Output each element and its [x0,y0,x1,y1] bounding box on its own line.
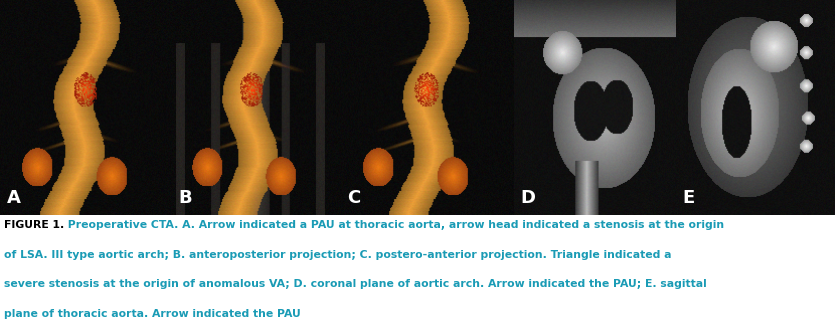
Text: E: E [683,189,695,207]
Text: severe stenosis at the origin of anomalous VA; D. coronal plane of aortic arch. : severe stenosis at the origin of anomalo… [4,279,707,289]
Text: A: A [7,189,21,207]
Text: plane of thoracic aorta. Arrow indicated the PAU: plane of thoracic aorta. Arrow indicated… [4,309,301,318]
Text: Preoperative CTA. A. Arrow indicated a PAU at thoracic aorta, arrow head indicat: Preoperative CTA. A. Arrow indicated a P… [64,220,725,230]
Text: C: C [347,189,360,207]
Text: of LSA. III type aortic arch; B. anteroposterior projection; C. postero-anterior: of LSA. III type aortic arch; B. anterop… [4,250,671,260]
Text: B: B [178,189,191,207]
Text: D: D [520,189,535,207]
Text: FIGURE 1.: FIGURE 1. [4,220,64,230]
